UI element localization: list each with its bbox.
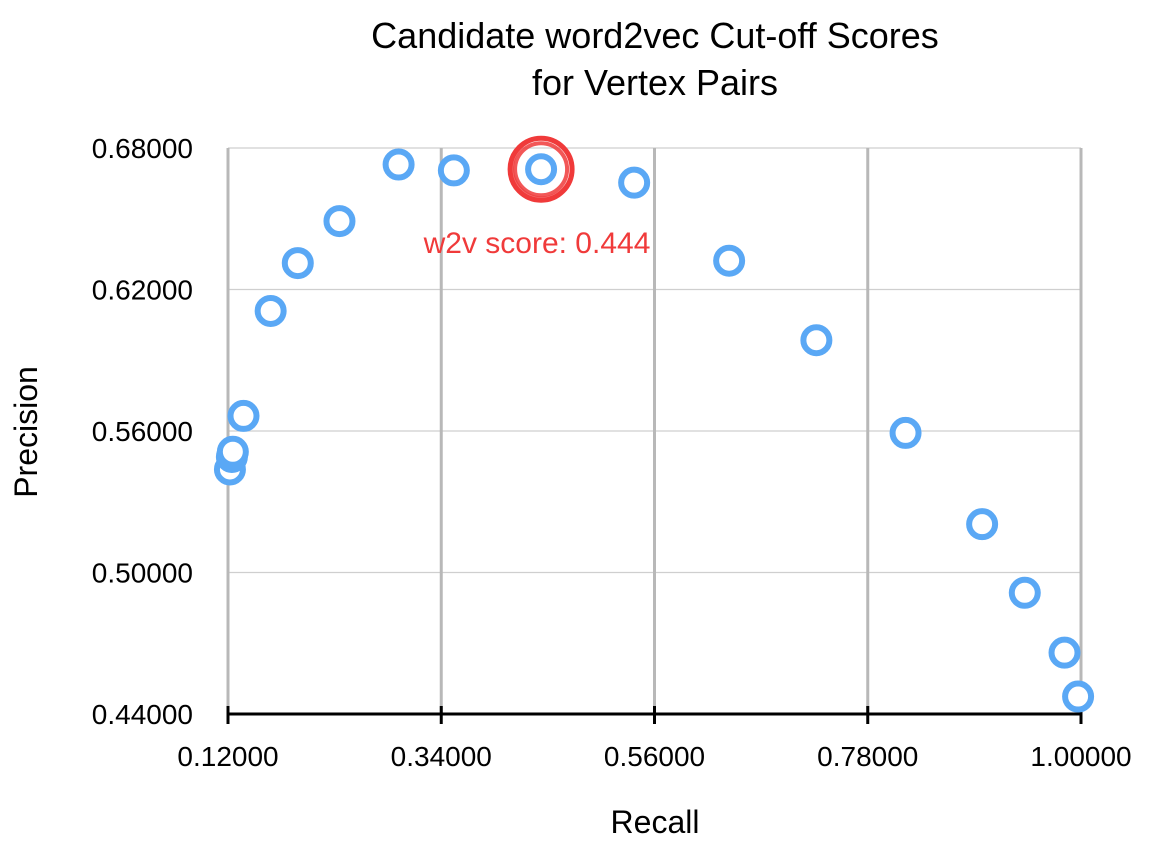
data-point bbox=[618, 166, 651, 199]
data-point bbox=[216, 435, 249, 468]
data-point bbox=[1008, 576, 1041, 609]
data-point bbox=[713, 244, 746, 277]
tick-labels: 0.12000 0.34000 0.56000 0.78000 1.00000 0.440… bbox=[92, 133, 1132, 772]
y-tick-label: 0.68000 bbox=[92, 133, 193, 164]
x-tick-label: 0.34000 bbox=[391, 741, 492, 772]
data-point bbox=[966, 508, 999, 541]
data-point bbox=[281, 247, 314, 280]
chart-title-line-2: for Vertex Pairs bbox=[532, 62, 778, 103]
data-point bbox=[525, 153, 558, 186]
data-point bbox=[889, 416, 922, 449]
x-axis-label: Recall bbox=[611, 804, 700, 840]
x-tick-label: 0.12000 bbox=[177, 741, 278, 772]
highlight-ring bbox=[507, 135, 575, 203]
grid-lines bbox=[226, 147, 1083, 714]
y-tick-label: 0.56000 bbox=[92, 416, 193, 447]
chart-title-line-1: Candidate word2vec Cut-off Scores bbox=[371, 15, 939, 56]
data-point bbox=[382, 148, 415, 181]
y-axis-label: Precision bbox=[8, 366, 44, 498]
data-points bbox=[213, 148, 1095, 713]
highlight-ring-stroke bbox=[512, 138, 573, 199]
data-point bbox=[254, 294, 287, 327]
annotation-label: w2v score: 0.444 bbox=[423, 227, 651, 260]
data-point bbox=[437, 154, 470, 187]
y-tick-label: 0.44000 bbox=[92, 699, 193, 730]
data-point bbox=[800, 324, 833, 357]
x-tick-label: 0.56000 bbox=[604, 741, 705, 772]
data-point bbox=[1062, 680, 1095, 713]
data-point bbox=[323, 205, 356, 238]
y-tick-label: 0.50000 bbox=[92, 558, 193, 589]
x-tick-label: 1.00000 bbox=[1030, 741, 1131, 772]
highlight-ring-inner bbox=[513, 141, 570, 198]
axes bbox=[226, 706, 1083, 724]
data-point bbox=[1048, 636, 1081, 669]
x-tick-label: 0.78000 bbox=[817, 741, 918, 772]
data-point bbox=[227, 399, 260, 432]
y-tick-label: 0.62000 bbox=[92, 275, 193, 306]
highlight-group: w2v score: 0.444 bbox=[423, 135, 651, 260]
